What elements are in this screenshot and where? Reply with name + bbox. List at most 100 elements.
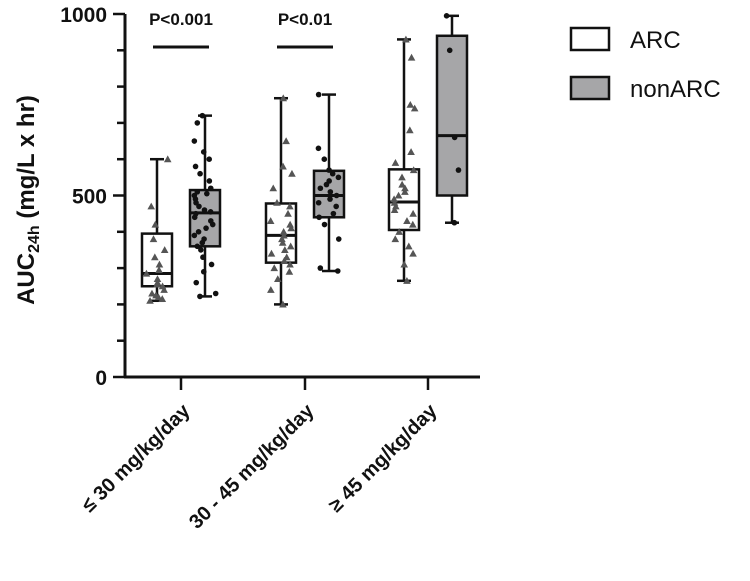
data-point — [155, 260, 164, 268]
data-point — [390, 206, 399, 214]
data-point — [400, 260, 409, 268]
data-point — [191, 138, 198, 144]
data-point — [193, 210, 199, 217]
data-point — [401, 184, 409, 192]
y-tick-label: 0 — [95, 367, 107, 390]
data-point — [153, 278, 162, 286]
data-point — [409, 166, 418, 174]
data-point — [317, 185, 324, 192]
data-point — [407, 148, 415, 155]
data-point — [197, 293, 203, 300]
data-point — [451, 219, 458, 226]
data-point — [398, 173, 406, 181]
data-point — [408, 220, 417, 228]
data-point — [335, 236, 342, 242]
y-axis-title-main: AUC — [13, 253, 40, 305]
data-point — [146, 296, 154, 304]
data-point — [195, 229, 202, 235]
data-point — [267, 249, 276, 257]
data-point — [273, 198, 281, 206]
data-point — [158, 295, 167, 302]
data-point — [406, 126, 414, 134]
data-point — [315, 91, 322, 98]
data-point — [451, 134, 458, 141]
data-point — [391, 235, 400, 243]
data-point — [443, 13, 450, 19]
data-point — [288, 169, 296, 177]
data-point — [326, 167, 332, 173]
data-point — [151, 220, 160, 228]
data-point — [194, 189, 201, 195]
data-point — [212, 290, 219, 297]
y-tick-label: 500 — [72, 186, 107, 209]
data-point — [286, 260, 294, 268]
box-iqr — [435, 34, 469, 197]
data-point — [315, 145, 322, 152]
data-point — [206, 156, 212, 162]
legend: ARC nonARC — [569, 26, 721, 103]
data-point — [197, 170, 203, 177]
significance-label: P<0.01 — [278, 10, 332, 29]
data-point — [321, 221, 328, 228]
data-point — [204, 190, 210, 197]
y-axis-title-subscript: 24h — [26, 225, 43, 253]
box-nonarc-2 — [435, 13, 469, 226]
data-point — [317, 265, 324, 271]
data-point — [198, 247, 204, 253]
data-point — [409, 209, 417, 217]
data-point — [335, 174, 342, 181]
data-point — [203, 225, 209, 231]
legend-label-nonarc: nonARC — [630, 76, 721, 103]
data-point — [208, 261, 215, 268]
data-point — [395, 228, 403, 235]
box-arc-0 — [140, 155, 174, 304]
data-point — [286, 220, 294, 228]
data-point — [333, 192, 340, 199]
data-point — [278, 235, 286, 243]
data-point — [329, 170, 336, 177]
box-nonarc-0 — [188, 112, 222, 300]
significance-annotations: P<0.001 P<0.01 — [149, 10, 333, 49]
legend-label-arc: ARC — [630, 27, 681, 54]
data-point — [282, 137, 290, 145]
data-point — [158, 282, 167, 290]
data-point — [207, 209, 214, 215]
data-point — [286, 202, 294, 210]
data-point — [278, 238, 287, 246]
data-point — [153, 275, 162, 283]
box-groups — [140, 13, 469, 308]
data-point — [403, 217, 411, 224]
data-point — [163, 155, 172, 163]
data-point — [334, 268, 341, 274]
x-category-label: ≥ 45 mg/kg/day — [325, 399, 442, 516]
data-point — [316, 214, 322, 221]
data-point — [398, 180, 406, 188]
data-point — [148, 289, 156, 297]
data-point — [406, 100, 415, 108]
data-point — [160, 246, 169, 253]
data-point — [191, 232, 198, 239]
data-point — [333, 203, 339, 210]
y-axis-ticks: 0 500 1000 — [60, 4, 125, 390]
data-point — [390, 195, 398, 203]
data-point — [392, 202, 400, 210]
data-point — [327, 189, 334, 195]
data-point — [330, 210, 337, 217]
data-point — [284, 209, 292, 217]
data-point — [390, 198, 399, 206]
data-point — [200, 268, 207, 275]
data-point — [201, 207, 208, 213]
data-point — [280, 231, 288, 239]
data-point — [287, 224, 295, 232]
data-point — [286, 242, 295, 250]
legend-swatch-arc — [569, 26, 611, 52]
data-point — [194, 120, 201, 126]
data-point — [446, 47, 453, 54]
data-point — [281, 246, 289, 253]
data-point — [270, 264, 279, 272]
data-point — [280, 257, 289, 264]
data-point — [147, 202, 156, 210]
data-point — [199, 112, 206, 119]
